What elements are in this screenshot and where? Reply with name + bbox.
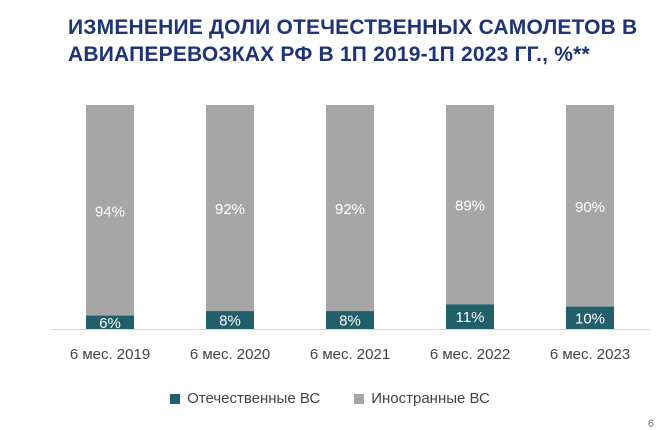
bar-domestic-1	[86, 315, 134, 329]
x-tick-label-2: 6 мес. 2020	[190, 346, 270, 363]
bar-foreign-5	[566, 105, 614, 307]
bar-foreign-1	[86, 105, 134, 316]
chart-title-line-2: АВИАПЕРЕВОЗКАХ РФ В 1П 2019-1П 2023 ГГ.,…	[68, 43, 590, 66]
legend-item-domestic: Отечественные ВС	[170, 390, 320, 407]
bar-foreign-4	[446, 105, 494, 305]
bar-foreign-3	[326, 105, 374, 312]
data-label-domestic-5: 10%	[575, 310, 605, 327]
data-label-domestic-3: 8%	[339, 313, 361, 330]
legend-swatch-foreign	[354, 393, 365, 404]
bar-domestic-3	[326, 311, 374, 329]
legend-swatch-domestic	[170, 393, 181, 404]
stacked-bar-chart: 94% 6% 6 мес. 2019 92% 8% 6 мес. 2020 92% 8% 6 м…	[50, 105, 650, 363]
data-label-foreign-5: 90%	[575, 199, 605, 216]
x-tick-label-4: 6 мес. 2022	[430, 346, 510, 363]
bar-domestic-2	[206, 311, 254, 329]
data-label-foreign-3: 92%	[335, 201, 365, 218]
data-label-foreign-4: 89%	[455, 198, 485, 215]
chart-title-line-1: ИЗМЕНЕНИЕ ДОЛИ ОТЕЧЕСТВЕННЫХ САМОЛЕТОВ В	[68, 16, 638, 39]
chart-title: ИЗМЕНЕНИЕ ДОЛИ ОТЕЧЕСТВЕННЫХ САМОЛЕТОВ В…	[68, 14, 638, 68]
legend-item-foreign: Иностранные ВС	[354, 390, 490, 407]
data-label-domestic-1: 6%	[99, 315, 121, 332]
data-label-foreign-1: 94%	[95, 203, 125, 220]
x-tick-label-3: 6 мес. 2021	[310, 346, 390, 363]
bar-domestic-4	[446, 304, 494, 329]
data-label-domestic-4: 11%	[456, 309, 485, 326]
data-label-domestic-2: 8%	[219, 313, 241, 330]
data-label-foreign-2: 92%	[215, 201, 245, 218]
page-number: 6	[647, 418, 654, 430]
legend-label-foreign: Иностранные ВС	[371, 390, 490, 407]
legend-label-domestic: Отечественные ВС	[187, 390, 321, 407]
chart-legend: Отечественные ВС Иностранные ВС	[0, 390, 660, 407]
bar-foreign-2	[206, 105, 254, 312]
x-tick-label-1: 6 мес. 2019	[70, 346, 150, 363]
x-tick-label-5: 6 мес. 2023	[550, 346, 630, 363]
bar-domestic-5	[566, 306, 614, 329]
